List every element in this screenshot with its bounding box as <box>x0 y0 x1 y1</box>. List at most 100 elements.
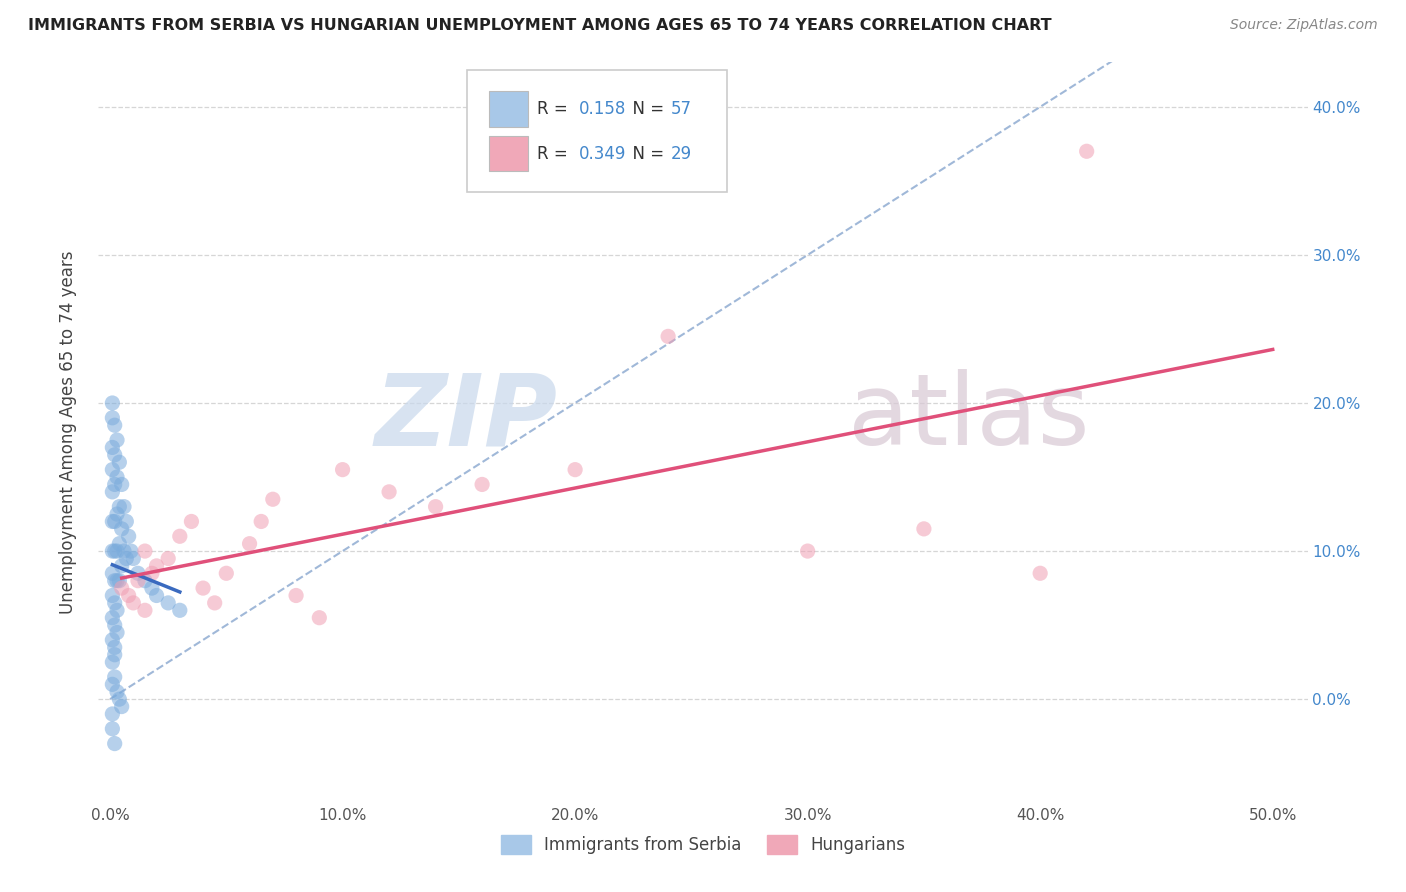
Point <box>108 536 131 550</box>
Point <box>169 603 191 617</box>
Point <box>104 737 127 751</box>
Point <box>104 596 127 610</box>
Point <box>104 448 127 462</box>
Text: 0.158: 0.158 <box>578 100 626 118</box>
Point <box>105 470 128 484</box>
Point <box>104 640 127 655</box>
Point <box>378 484 401 499</box>
Bar <box>489 136 527 171</box>
Point <box>101 722 124 736</box>
Point <box>657 329 679 343</box>
Y-axis label: Unemployment Among Ages 65 to 74 years: Unemployment Among Ages 65 to 74 years <box>59 251 77 615</box>
Point <box>157 596 180 610</box>
Point <box>101 544 124 558</box>
Point <box>104 515 127 529</box>
Point <box>191 581 214 595</box>
Point <box>204 596 226 610</box>
Point <box>471 477 494 491</box>
Point <box>104 648 127 662</box>
Point <box>104 544 127 558</box>
Point <box>101 610 124 624</box>
Point <box>105 603 128 617</box>
Point <box>101 515 124 529</box>
Point <box>134 574 156 588</box>
Point <box>104 574 127 588</box>
Point <box>169 529 191 543</box>
Point <box>250 515 273 529</box>
Point <box>141 566 163 581</box>
Point <box>101 566 124 581</box>
Point <box>127 574 149 588</box>
Point <box>215 566 238 581</box>
Text: 57: 57 <box>671 100 692 118</box>
Point <box>101 655 124 669</box>
Point <box>122 596 145 610</box>
Point <box>105 685 128 699</box>
Point <box>101 462 124 476</box>
Point <box>101 396 124 410</box>
Point <box>105 544 128 558</box>
Point <box>134 544 156 558</box>
Point <box>105 625 128 640</box>
Point <box>108 455 131 469</box>
Point <box>112 500 135 514</box>
Point <box>308 610 330 624</box>
Text: R =: R = <box>537 145 574 162</box>
Point <box>104 670 127 684</box>
Text: IMMIGRANTS FROM SERBIA VS HUNGARIAN UNEMPLOYMENT AMONG AGES 65 TO 74 YEARS CORRE: IMMIGRANTS FROM SERBIA VS HUNGARIAN UNEM… <box>28 18 1052 33</box>
Point <box>1076 145 1098 159</box>
Point <box>111 522 134 536</box>
Point <box>111 699 134 714</box>
Point <box>104 618 127 632</box>
Point <box>108 500 131 514</box>
Bar <box>489 91 527 127</box>
Point <box>101 677 124 691</box>
Text: Source: ZipAtlas.com: Source: ZipAtlas.com <box>1230 18 1378 32</box>
Point <box>425 500 447 514</box>
Point <box>105 433 128 447</box>
Point <box>262 492 284 507</box>
Point <box>108 574 131 588</box>
Text: atlas: atlas <box>848 369 1090 467</box>
Text: R =: R = <box>537 100 574 118</box>
Point <box>141 581 163 595</box>
Point <box>105 507 128 521</box>
Point <box>111 581 134 595</box>
Text: N =: N = <box>621 145 669 162</box>
FancyBboxPatch shape <box>467 70 727 192</box>
Point <box>285 589 308 603</box>
Point <box>101 589 124 603</box>
Point <box>105 574 128 588</box>
Point <box>101 632 124 647</box>
Point <box>120 544 142 558</box>
Point <box>145 558 167 573</box>
Point <box>122 551 145 566</box>
Point <box>101 441 124 455</box>
Point <box>912 522 935 536</box>
Point <box>101 706 124 721</box>
Text: 0.349: 0.349 <box>578 145 626 162</box>
Point <box>101 484 124 499</box>
Point <box>104 477 127 491</box>
Point <box>112 544 135 558</box>
Point <box>115 551 138 566</box>
Point <box>180 515 202 529</box>
Text: N =: N = <box>621 100 669 118</box>
Point <box>239 536 262 550</box>
Point <box>145 589 167 603</box>
Point <box>101 410 124 425</box>
Text: ZIP: ZIP <box>375 369 558 467</box>
Point <box>118 589 141 603</box>
Point <box>332 462 354 476</box>
Text: 29: 29 <box>671 145 692 162</box>
Point <box>157 551 180 566</box>
Point <box>115 515 138 529</box>
Point <box>127 566 149 581</box>
Point <box>111 558 134 573</box>
Point <box>118 529 141 543</box>
Point <box>564 462 586 476</box>
Legend: Immigrants from Serbia, Hungarians: Immigrants from Serbia, Hungarians <box>495 829 911 861</box>
Point <box>108 692 131 706</box>
Point <box>1029 566 1052 581</box>
Point <box>796 544 818 558</box>
